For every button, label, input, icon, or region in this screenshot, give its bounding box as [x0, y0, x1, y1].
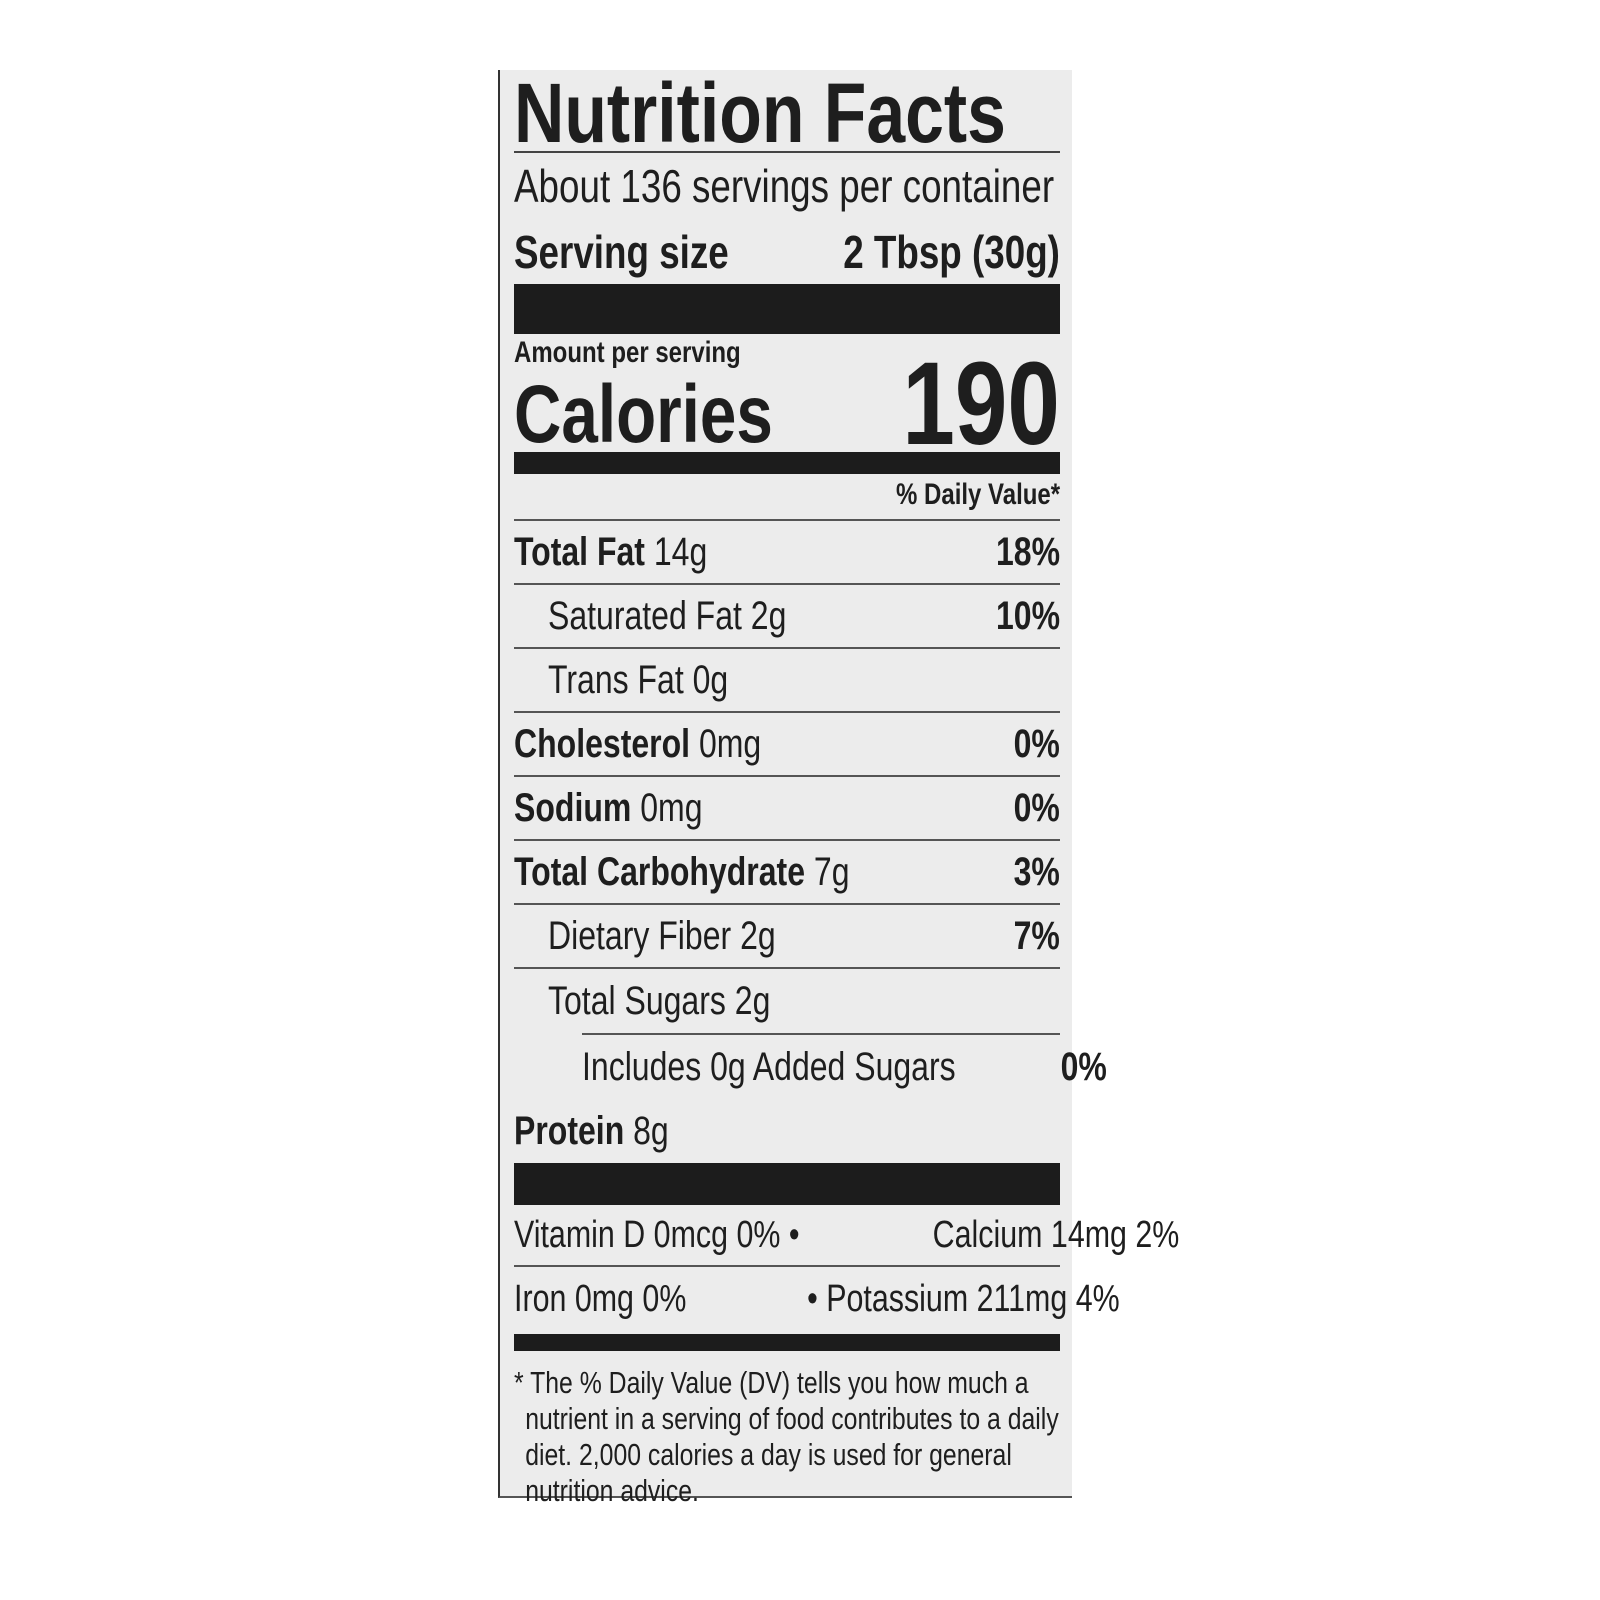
thick-divider — [514, 284, 1060, 334]
thick-divider — [514, 1334, 1060, 1351]
nutrient-label: Protein 8g — [514, 1109, 669, 1154]
nutrient-label: Includes 0g Added Sugars — [582, 1045, 956, 1090]
nutrition-facts-label: Nutrition Facts About 136 servings per c… — [498, 66, 1179, 1508]
nutrient-daily-value: 18% — [995, 529, 1060, 574]
servings-per-container: About 136 servings per container — [514, 160, 1055, 212]
nutrient-label: Total Sugars 2g — [548, 979, 770, 1024]
nutrient-row: Total Sugars 2g — [514, 969, 1060, 1033]
serving-size-row: Serving size 2 Tbsp (30g) — [514, 220, 1060, 284]
nutrient-amount: 2g — [750, 593, 787, 638]
nutrient-daily-value: 10% — [995, 593, 1060, 638]
nutrient-label: Trans Fat 0g — [548, 658, 728, 703]
nutrient-label: Total Carbohydrate 7g — [514, 850, 850, 895]
vitamin-left: Vitamin D 0mcg 0% • — [514, 1213, 800, 1256]
serving-size-label: Serving size — [514, 226, 729, 278]
nutrient-name: Includes 0g Added Sugars — [582, 1044, 956, 1089]
calories-label: Calories — [514, 369, 773, 460]
nutrient-label: Sodium 0mg — [514, 786, 702, 831]
nutrient-name: Saturated Fat — [548, 593, 742, 638]
nutrient-row: Total Fat 14g 18% — [514, 521, 1060, 585]
vitamin-left: Iron 0mg 0% — [514, 1277, 687, 1320]
nutrient-row: Trans Fat 0g — [514, 649, 1060, 713]
nutrient-daily-value: 7% — [1013, 913, 1060, 958]
vitamin-right: • Potassium 211mg 4% — [807, 1277, 1121, 1320]
nutrient-row: Saturated Fat 2g 10% — [514, 585, 1060, 649]
medium-divider — [514, 452, 1060, 474]
nutrient-name: Total Sugars — [548, 978, 726, 1023]
nutrient-label: Cholesterol 0mg — [514, 722, 761, 767]
amount-per-serving: Amount per serving — [514, 336, 741, 369]
thick-divider — [514, 1163, 1060, 1205]
nutrient-daily-value: 0% — [1013, 721, 1060, 766]
serving-size-value: 2 Tbsp (30g) — [843, 226, 1060, 278]
nutrient-amount: 2g — [734, 978, 771, 1023]
nutrient-name: Dietary Fiber — [548, 913, 732, 958]
nutrient-daily-value: 0% — [1013, 785, 1060, 830]
daily-value-header: % Daily Value* — [895, 478, 1060, 511]
nutrient-name: Trans Fat — [548, 657, 684, 702]
nutrient-daily-value: 0% — [1060, 1044, 1107, 1089]
vitamin-row: Iron 0mg 0% • Potassium 211mg 4% — [514, 1267, 1120, 1331]
vitamin-right: Calcium 14mg 2% — [932, 1213, 1180, 1256]
nutrient-amount: 14g — [653, 529, 708, 574]
daily-value-header-row: % Daily Value* — [514, 474, 1060, 521]
vitamin-row: Vitamin D 0mcg 0% • Calcium 14mg 2% — [514, 1205, 1179, 1267]
nutrient-label: Saturated Fat 2g — [548, 594, 786, 639]
nutrient-amount: 0mg — [698, 721, 762, 766]
nutrient-row: Total Carbohydrate 7g 3% — [514, 841, 1060, 905]
title-block: Nutrition Facts — [514, 66, 1060, 160]
servings-block: About 136 servings per container — [514, 153, 1060, 220]
nutrient-row: Dietary Fiber 2g 7% — [514, 905, 1060, 969]
nutrient-daily-value: 3% — [1013, 849, 1060, 894]
nutrient-row: Includes 0g Added Sugars 0% — [514, 1035, 1107, 1099]
nutrient-name: Total Carbohydrate — [514, 849, 805, 894]
nutrient-name: Sodium — [514, 785, 632, 830]
nutrient-row: Sodium 0mg 0% — [514, 777, 1060, 841]
nutrient-name: Protein — [514, 1108, 625, 1153]
calories-value: 190 — [902, 338, 1060, 470]
nutrient-row: Cholesterol 0mg 0% — [514, 713, 1060, 777]
nutrient-amount: 2g — [740, 913, 776, 958]
nutrient-amount: 0g — [692, 657, 729, 702]
footnote-block: * The % Daily Value (DV) tells you how m… — [514, 1351, 1060, 1509]
calories-block: Amount per serving Calories 190 — [514, 334, 1060, 470]
sub-divider — [582, 1033, 1060, 1035]
nutrient-amount: 8g — [633, 1108, 669, 1153]
label-title: Nutrition Facts — [514, 66, 1006, 160]
nutrient-name: Total Fat — [514, 529, 645, 574]
nutrient-name: Cholesterol — [514, 721, 691, 766]
nutrient-label: Total Fat 14g — [514, 530, 707, 575]
nutrient-label: Dietary Fiber 2g — [548, 914, 776, 959]
footnote: * The % Daily Value (DV) tells you how m… — [514, 1365, 1059, 1508]
nutrient-amount: 0mg — [640, 785, 703, 830]
nutrient-row: Protein 8g — [514, 1099, 1060, 1163]
nutrient-amount: 7g — [813, 849, 850, 894]
